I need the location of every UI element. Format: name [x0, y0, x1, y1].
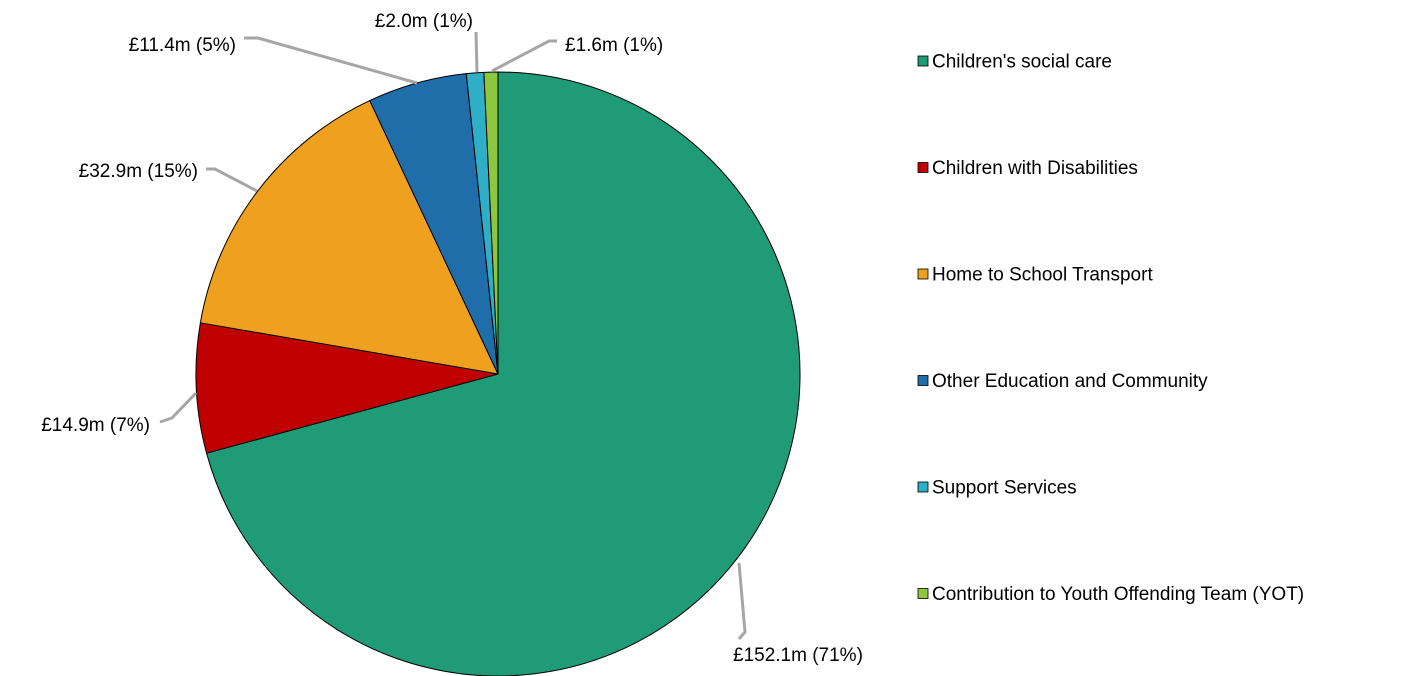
leader-lines	[159, 31, 747, 640]
leader-line-2	[159, 391, 198, 424]
legend-label-4: Other Education and Community	[932, 371, 1208, 392]
legend-item-2: Children with Disabilities	[917, 158, 1138, 179]
legend-swatch-2	[917, 162, 929, 173]
leader-line-1	[737, 562, 747, 640]
legend-swatch-3	[917, 268, 929, 280]
data-label-6: £1.6m (1%)	[565, 35, 663, 56]
data-label-1: £152.1m (71%)	[733, 645, 863, 666]
legend-swatch-1	[917, 55, 929, 67]
legend-swatch-5	[917, 481, 929, 493]
legend-item-1: Children's social care	[917, 52, 1112, 73]
pie-slices	[195, 71, 801, 676]
leader-line-6	[491, 39, 557, 73]
legend-item-6: Contribution to Youth Offending Team (YO…	[917, 584, 1304, 605]
leader-line-3	[206, 167, 258, 193]
legend-label-2: Children with Disabilities	[932, 158, 1138, 179]
legend-item-3: Home to School Transport	[917, 265, 1153, 286]
legend-swatch-6	[917, 588, 929, 599]
data-label-5: £2.0m (1%)	[375, 11, 473, 32]
pie-slice-1	[206, 71, 801, 676]
legend-label-5: Support Services	[932, 478, 1077, 499]
leader-line-4	[244, 36, 418, 85]
legend-item-4: Other Education and Community	[917, 371, 1208, 392]
pie-slice-2	[195, 322, 499, 454]
leader-line-5	[474, 31, 479, 73]
data-label-2: £14.9m (7%)	[41, 415, 150, 436]
legend-label-1: Children's social care	[932, 52, 1112, 73]
data-label-4: £11.4m (5%)	[129, 35, 236, 56]
legend-item-5: Support Services	[917, 478, 1077, 499]
chart-legend: Children's social care Children with Disa…	[917, 52, 1304, 605]
legend-swatch-4	[917, 375, 929, 386]
pie-slice-3	[199, 100, 499, 375]
data-label-3: £32.9m (15%)	[79, 161, 198, 182]
legend-label-6: Contribution to Youth Offending Team (YO…	[932, 584, 1304, 605]
data-labels: £152.1m (71%) £14.9m (7%) £32.9m (15%) £11.…	[41, 11, 863, 666]
pie-slice-6	[483, 71, 499, 375]
legend-label-3: Home to School Transport	[932, 265, 1153, 286]
